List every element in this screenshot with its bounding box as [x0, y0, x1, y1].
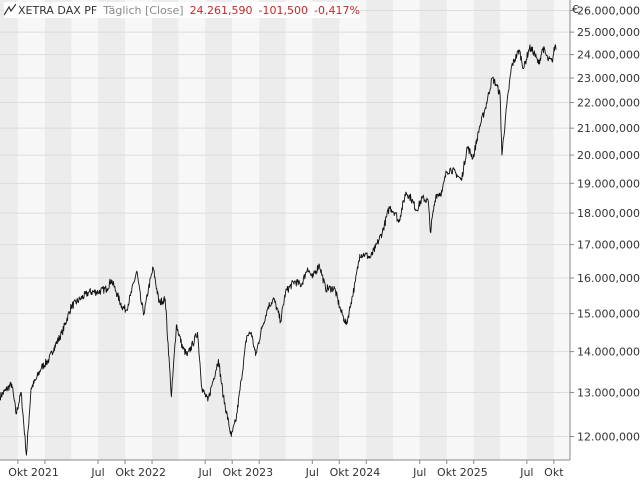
quarter-band [98, 0, 126, 460]
x-tick-label: Jul [412, 466, 426, 479]
x-tick-label: 2022 [138, 466, 166, 479]
x-tick-label: Okt [115, 466, 135, 479]
y-tick-label: 23.000,000 [577, 72, 640, 85]
x-tick-label: 2025 [460, 466, 488, 479]
y-tick-label: 18.000,000 [577, 207, 640, 220]
y-tick-label: 22.000,000 [577, 97, 640, 110]
x-tick-label: Jul [198, 466, 212, 479]
symbol-name[interactable]: XETRA DAX PF [18, 3, 98, 17]
y-axis-unit: € [572, 3, 579, 16]
quarter-band [152, 0, 179, 460]
quarter-band [0, 0, 18, 460]
change-percent: -0,417% [314, 3, 360, 17]
x-tick-label: 2024 [352, 466, 380, 479]
x-tick-label: Jul [90, 466, 104, 479]
y-tick-label: 25.000,000 [577, 26, 640, 39]
y-tick-label: 17.000,000 [577, 239, 640, 252]
y-tick-label: 15.000,000 [577, 308, 640, 321]
x-tick-label: Okt [8, 466, 28, 479]
last-price: 24.261,590 [189, 3, 253, 17]
y-tick-label: 16.000,000 [577, 272, 640, 285]
x-tick-label: 2023 [245, 466, 273, 479]
interval-label[interactable]: Täglich [Close] [103, 3, 184, 17]
y-tick-label: 20.000,000 [577, 149, 640, 162]
quarter-band [44, 0, 72, 460]
y-tick-label: 19.000,000 [577, 177, 640, 190]
y-tick-label: 14.000,000 [577, 346, 640, 359]
y-tick-label: 26.000,000 [577, 4, 640, 17]
change-absolute: -101,500 [258, 3, 309, 17]
quarter-band [312, 0, 340, 460]
quarter-band [205, 0, 233, 460]
y-tick-label: 13.000,000 [577, 386, 640, 399]
x-tick-label: Okt [222, 466, 242, 479]
x-tick-label: Jul [305, 466, 319, 479]
quarter-band [419, 0, 447, 460]
y-tick-label: 21.000,000 [577, 122, 640, 135]
x-tick-label: 2021 [31, 466, 59, 479]
x-tick-label: Okt [330, 466, 350, 479]
chart-header: XETRA DAX PF Täglich [Close] 24.261,590 … [4, 2, 360, 18]
quarter-band [473, 0, 501, 460]
y-tick-label: 24.000,000 [577, 49, 640, 62]
price-line [0, 44, 557, 456]
quarter-band [366, 0, 394, 460]
x-tick-label: Okt [544, 466, 564, 479]
y-tick-label: 12.000,000 [577, 431, 640, 444]
quarter-band [259, 0, 286, 460]
x-tick-label: Jul [519, 466, 533, 479]
x-tick-label: Okt [437, 466, 457, 479]
line-chart-icon[interactable] [4, 4, 16, 16]
quarter-band [526, 0, 554, 460]
